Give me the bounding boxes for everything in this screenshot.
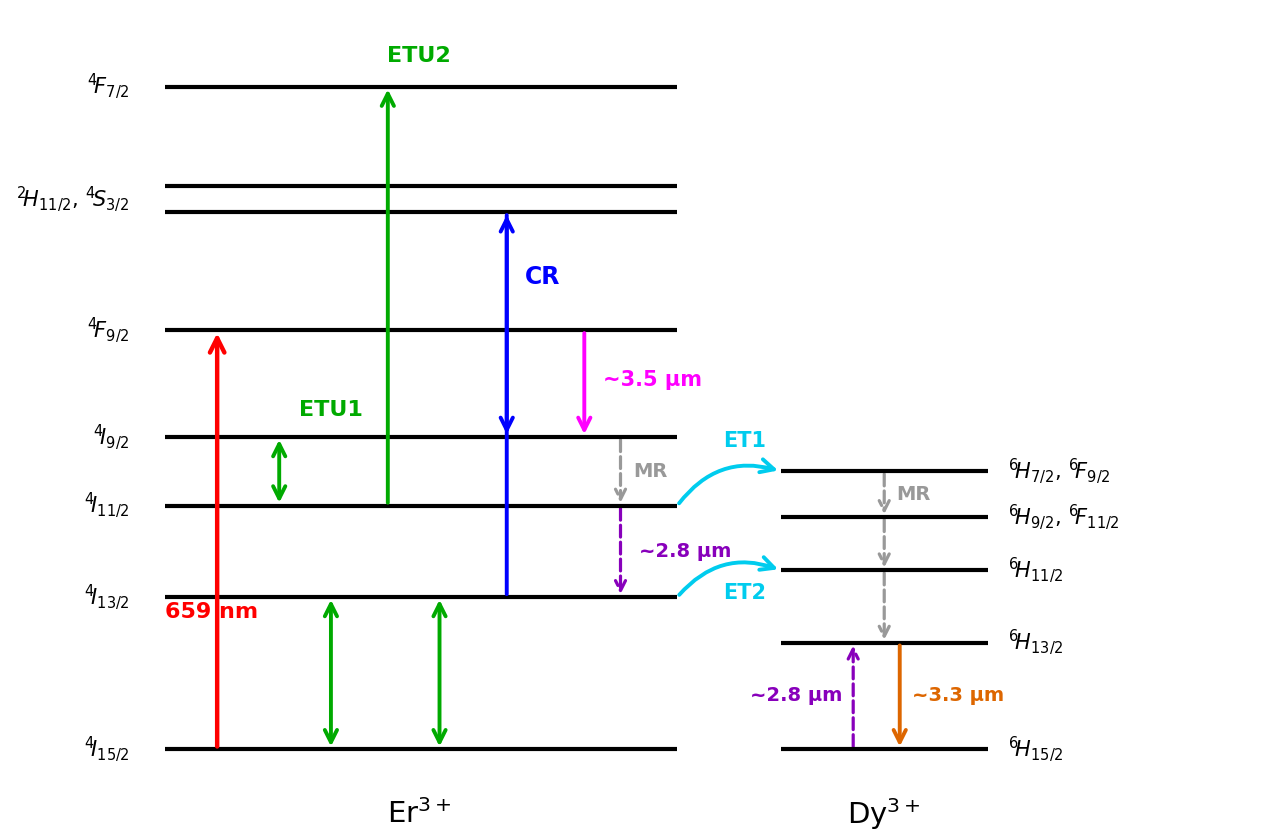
FancyArrowPatch shape [879, 519, 890, 564]
Text: ~3.5 μm: ~3.5 μm [603, 370, 701, 390]
Text: $^4\!F_{9/2}$: $^4\!F_{9/2}$ [87, 315, 129, 345]
Text: 659 nm: 659 nm [165, 602, 259, 623]
Text: $^6\!H_{9/2},\!\ ^6\!F_{11/2}$: $^6\!H_{9/2},\!\ ^6\!F_{11/2}$ [1009, 503, 1120, 532]
FancyArrowPatch shape [849, 649, 858, 747]
FancyArrowPatch shape [879, 474, 890, 511]
Text: ~3.3 μm: ~3.3 μm [913, 686, 1005, 706]
FancyArrowPatch shape [616, 508, 626, 591]
FancyArrowPatch shape [879, 573, 890, 636]
Text: $^2\!H_{11/2},\!\ ^4\!S_{3/2}$: $^2\!H_{11/2},\!\ ^4\!S_{3/2}$ [17, 185, 129, 214]
Text: $^4\!I_{9/2}$: $^4\!I_{9/2}$ [93, 422, 129, 451]
Text: $\mathrm{Er}^{3+}$: $\mathrm{Er}^{3+}$ [387, 799, 451, 829]
Text: MR: MR [896, 485, 931, 503]
Text: $^6\!H_{11/2}$: $^6\!H_{11/2}$ [1009, 555, 1064, 585]
Text: $^6\!H_{13/2}$: $^6\!H_{13/2}$ [1009, 628, 1064, 657]
Text: $^4\!I_{15/2}$: $^4\!I_{15/2}$ [83, 735, 129, 764]
FancyArrowPatch shape [616, 440, 626, 499]
Text: $^4\!I_{11/2}$: $^4\!I_{11/2}$ [83, 491, 129, 520]
FancyArrowPatch shape [680, 557, 774, 595]
Text: ~2.8 μm: ~2.8 μm [639, 542, 731, 560]
Text: ETU2: ETU2 [387, 46, 451, 66]
Text: ETU1: ETU1 [300, 400, 362, 420]
Text: $^6\!H_{15/2}$: $^6\!H_{15/2}$ [1009, 735, 1064, 764]
Text: $^4\!F_{7/2}$: $^4\!F_{7/2}$ [87, 72, 129, 102]
Text: MR: MR [632, 461, 667, 481]
Text: $^6\!H_{7/2},\!\ ^6\!F_{9/2}$: $^6\!H_{7/2},\!\ ^6\!F_{9/2}$ [1009, 456, 1111, 486]
Text: ~2.8 μm: ~2.8 μm [750, 686, 842, 706]
FancyArrowPatch shape [680, 459, 774, 503]
Text: CR: CR [525, 265, 561, 289]
Text: ET1: ET1 [723, 430, 767, 451]
Text: $\mathrm{Dy}^{3+}$: $\mathrm{Dy}^{3+}$ [847, 796, 922, 832]
Text: ET2: ET2 [723, 583, 767, 603]
Text: $^4\!I_{13/2}$: $^4\!I_{13/2}$ [83, 582, 129, 612]
